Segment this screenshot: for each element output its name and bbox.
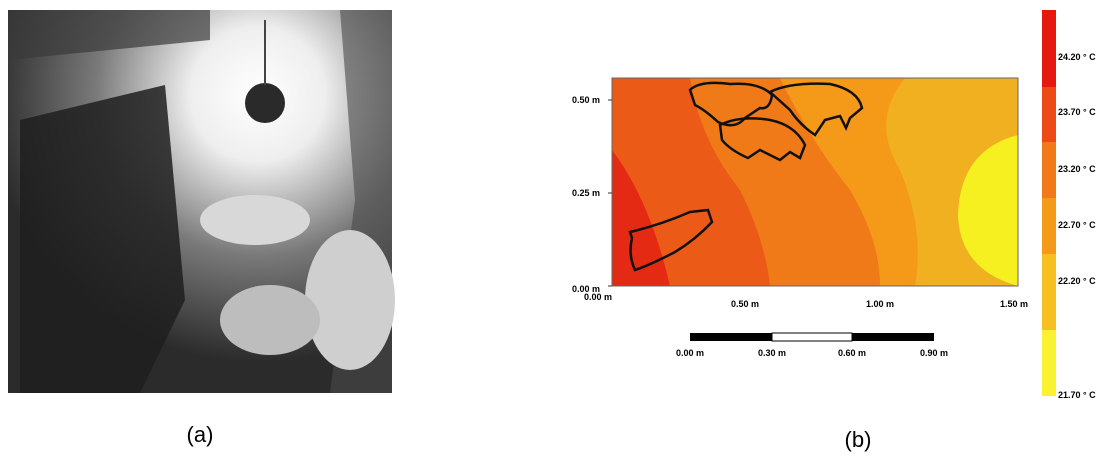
x-axis: 0.00 m 0.50 m 1.00 m 1.50 m bbox=[584, 292, 1028, 309]
caption: (b) bbox=[845, 427, 872, 452]
colorbar-label: 21.70 ° C bbox=[1058, 390, 1096, 400]
scale-bar: 0.00 m 0.30 m 0.60 m 0.90 m bbox=[676, 333, 948, 358]
colorbar-label: 23.20 ° C bbox=[1058, 164, 1096, 174]
x-tick-label: 1.50 m bbox=[1000, 299, 1028, 309]
photo bbox=[8, 10, 395, 393]
figure: (a) 0.50 m 0.25 m 0.00 m 0.00 m 0.50 m 1… bbox=[0, 0, 1105, 457]
page: (a) 0.50 m 0.25 m 0.00 m 0.00 m 0.50 m 1… bbox=[0, 0, 1105, 457]
colorbar-label: 23.70 ° C bbox=[1058, 107, 1096, 117]
x-tick-label: 0.50 m bbox=[731, 299, 759, 309]
x-tick-label: 1.00 m bbox=[866, 299, 894, 309]
colorbar-label: 22.70 ° C bbox=[1058, 220, 1096, 230]
colorbar: 24.20 ° C 23.70 ° C 23.20 ° C 22.70 ° C … bbox=[1042, 10, 1096, 400]
y-axis: 0.50 m 0.25 m 0.00 m bbox=[572, 95, 612, 294]
scale-label: 0.90 m bbox=[920, 348, 948, 358]
scale-label: 0.30 m bbox=[758, 348, 786, 358]
x-tick-label: 0.00 m bbox=[584, 292, 612, 302]
contour-map bbox=[612, 78, 1018, 286]
colorbar-label: 22.20 ° C bbox=[1058, 276, 1096, 286]
y-tick-label: 0.25 m bbox=[572, 188, 600, 198]
colorbar-label: 24.20 ° C bbox=[1058, 52, 1096, 62]
y-tick-label: 0.50 m bbox=[572, 95, 600, 105]
scale-label: 0.60 m bbox=[838, 348, 866, 358]
caption: (a) bbox=[187, 422, 214, 447]
scale-label: 0.00 m bbox=[676, 348, 704, 358]
